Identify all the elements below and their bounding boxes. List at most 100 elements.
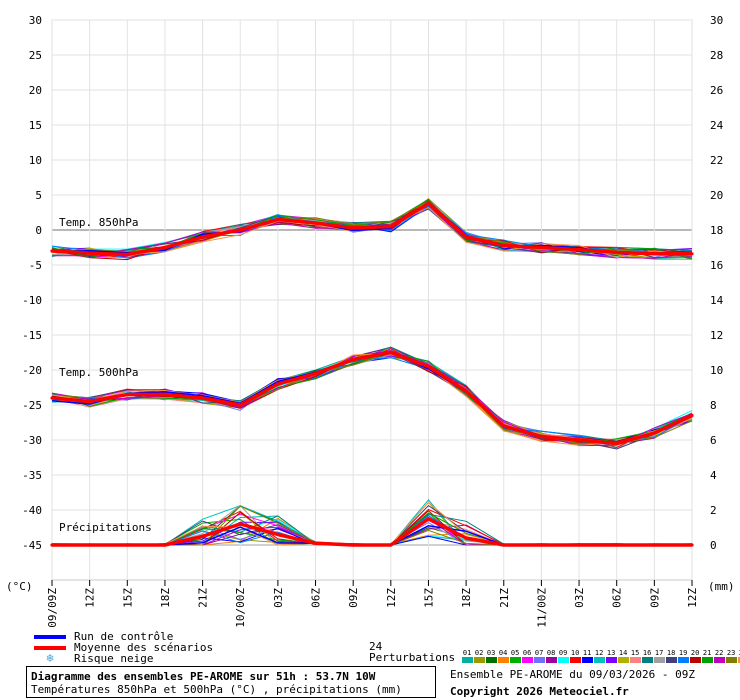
mean-line	[51, 350, 693, 446]
x-tick-label: 18Z	[460, 588, 473, 608]
y-right-tick: 14	[710, 294, 724, 307]
mean-point	[690, 413, 694, 418]
mean-point	[539, 434, 544, 439]
perturbation-swatch	[509, 657, 521, 663]
perturbation-cell: 11	[581, 649, 593, 663]
perturbation-swatch	[461, 657, 473, 663]
x-tick-label: 21Z	[498, 588, 511, 608]
perturbation-swatch	[713, 657, 725, 663]
mean-point	[652, 252, 656, 256]
perturbations-legend: 24 Perturbations 01 02 03 04 05 06 07 08 09 10 11 1…	[369, 641, 740, 663]
perturbation-cell: 06	[521, 649, 533, 663]
ensemble-member-line	[51, 354, 693, 450]
perturbation-swatch	[689, 657, 701, 663]
copyright: Copyright 2026 Meteociel.fr	[450, 685, 629, 698]
perturbation-swatch	[725, 657, 737, 663]
mean-point	[502, 243, 506, 247]
mean-point	[313, 221, 318, 225]
mean-point	[163, 543, 167, 547]
mean-line	[52, 517, 692, 547]
legend-mean-label: Moyenne des scénarios	[74, 641, 214, 654]
mean-point	[125, 252, 129, 257]
perturbation-swatch	[557, 657, 569, 663]
panel-label-850: Temp. 850hPa	[59, 216, 138, 229]
legend-control-label: Run de contrôle	[74, 630, 174, 643]
legend-snow: ❄ Risque neige	[34, 652, 213, 665]
mean-point	[88, 399, 92, 404]
perturbation-cell: 14	[617, 649, 629, 663]
mean-point	[615, 250, 619, 254]
x-tick-label: 06Z	[611, 588, 624, 608]
y-left-tick: -45	[22, 539, 42, 552]
right-unit-label: (mm)	[708, 580, 735, 593]
mean-point	[50, 249, 54, 253]
perturbation-number: 24	[739, 649, 740, 657]
mean-point	[351, 357, 355, 362]
legend: Run de contrôle Moyenne des scénarios ❄ …	[34, 631, 213, 664]
mean-point	[88, 543, 92, 547]
mean-point	[577, 248, 581, 252]
mean-point	[163, 245, 167, 250]
y-right-tick: 20	[710, 189, 723, 202]
perturbation-cell: 21	[701, 649, 713, 663]
perturbation-cell: 05	[509, 649, 521, 663]
mean-point	[502, 424, 506, 428]
perturbation-number: 13	[606, 649, 616, 657]
perturbation-swatch	[545, 657, 557, 663]
mean-point	[577, 543, 581, 547]
mean-line	[51, 201, 692, 257]
x-tick-label: 03Z	[272, 588, 285, 608]
mean-point	[88, 251, 92, 255]
x-tick-label: 12Z	[385, 588, 398, 608]
y-right-tick: 4	[710, 469, 717, 482]
x-axis: 09/09Z 12Z 15Z 18Z 21Z 10/00Z 03Z 06Z 09Z 12Z 15Z 1…	[46, 580, 699, 628]
chart-grid	[51, 19, 693, 581]
mean-point	[464, 536, 468, 540]
mean-point	[389, 543, 393, 547]
perturbation-cell: 18	[665, 649, 677, 663]
x-tick-label: 09Z	[347, 588, 360, 608]
mean-point	[577, 438, 581, 442]
ensemble-member-line	[51, 351, 693, 445]
perturbation-cell: 12	[593, 649, 605, 663]
perturbation-cell: 22	[713, 649, 725, 663]
y-left-tick: 30	[29, 14, 42, 27]
y-right-tick: 30	[710, 14, 723, 27]
perturbation-swatch	[641, 657, 653, 663]
x-tick-label: 21Z	[197, 588, 210, 608]
perturbation-cell: 07	[533, 649, 545, 663]
ensemble-member-line	[51, 355, 693, 445]
mean-point	[200, 235, 205, 239]
x-tick-label: 18Z	[159, 588, 172, 608]
perturbation-cell: 04	[497, 649, 509, 663]
mean-point	[50, 396, 54, 400]
y-left-tick: -35	[22, 469, 42, 482]
info-box: Diagramme des ensembles PE-AROME sur 51h…	[26, 666, 436, 698]
ensemble-member-line	[52, 352, 693, 450]
x-tick-label: 06Z	[310, 588, 323, 608]
legend-mean: Moyenne des scénarios	[34, 642, 213, 653]
y-left-tick: -30	[22, 434, 42, 447]
ensemble-member-line	[51, 353, 693, 446]
y-left-tick: -20	[22, 364, 42, 377]
y-right-tick: 12	[710, 329, 723, 342]
mean-point	[125, 392, 129, 397]
left-axis: 30 25 20 15 10 5 0 -5 -10 -15 -20 -25 -30 -35 -40 -45	[22, 14, 42, 552]
mean-point	[464, 389, 468, 393]
mean-point	[652, 431, 656, 435]
perturbation-cell: 01	[461, 649, 473, 663]
x-tick-label: 09Z	[648, 588, 661, 608]
y-left-tick: 10	[29, 154, 42, 167]
y-right-tick: 10	[710, 364, 723, 377]
x-tick-label: 15Z	[121, 588, 134, 608]
mean-point	[276, 532, 280, 537]
perturbation-swatch	[593, 657, 605, 663]
perturbation-swatch	[533, 657, 545, 663]
mean-point	[238, 522, 242, 526]
perturbation-cell: 19	[677, 649, 689, 663]
perturbation-number: 06	[522, 649, 532, 657]
mean-point	[50, 543, 54, 547]
legend-snow-label: Risque neige	[74, 652, 154, 665]
perturbation-cell: 24	[737, 649, 740, 663]
